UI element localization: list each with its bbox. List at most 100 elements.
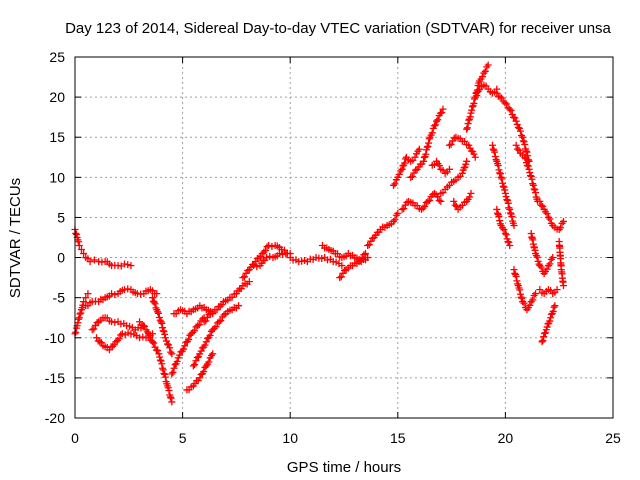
data-point	[510, 221, 518, 229]
data-point	[112, 338, 120, 346]
series-arc-13	[239, 242, 294, 282]
data-point	[255, 254, 263, 262]
data-point	[501, 189, 509, 197]
series-arc-5	[93, 329, 156, 354]
data-point	[245, 278, 253, 286]
data-point	[510, 266, 518, 274]
x-tick-label: 25	[605, 430, 621, 446]
data-point	[458, 169, 466, 177]
series-arc-2	[71, 290, 92, 338]
data-point	[97, 339, 105, 347]
series-arc-36	[536, 197, 568, 233]
data-point	[235, 302, 243, 310]
series-arc-18	[364, 209, 402, 250]
series-arc-14	[250, 250, 290, 271]
data-point	[364, 242, 372, 250]
data-point	[494, 162, 502, 170]
data-point	[193, 354, 201, 362]
data-point	[166, 393, 174, 401]
data-point	[473, 92, 481, 100]
series-arc-25	[450, 189, 475, 213]
data-point	[240, 273, 248, 281]
data-point	[77, 309, 85, 317]
data-point	[156, 356, 164, 364]
data-point	[362, 250, 370, 258]
data-point	[435, 162, 443, 170]
data-point	[525, 165, 533, 173]
data-point	[158, 319, 166, 327]
data-point	[468, 106, 476, 114]
series-arc-7	[148, 294, 176, 358]
data-point	[159, 324, 167, 332]
x-axis-label: GPS time / hours	[287, 459, 401, 476]
data-point	[360, 251, 368, 259]
data-point	[437, 197, 445, 205]
data-point	[159, 327, 167, 335]
data-point	[539, 337, 547, 345]
data-point	[463, 124, 471, 132]
data-point	[139, 321, 147, 329]
y-tick-label: 25	[49, 49, 65, 65]
data-point	[425, 135, 433, 143]
series-arc-1	[71, 225, 135, 270]
data-point	[466, 113, 474, 121]
y-tick-label: 10	[49, 169, 65, 185]
data-point	[438, 109, 446, 117]
data-point	[279, 251, 287, 259]
data-point	[430, 122, 438, 130]
data-point	[365, 241, 373, 249]
data-point	[551, 302, 559, 310]
data-point	[434, 116, 442, 124]
data-point	[497, 173, 505, 181]
data-point	[549, 254, 557, 262]
data-point	[493, 205, 501, 213]
data-point	[557, 224, 565, 232]
data-point	[202, 338, 210, 346]
series-arc-27	[471, 81, 501, 101]
data-point	[465, 116, 473, 124]
data-point	[401, 159, 409, 167]
data-point	[77, 246, 85, 254]
data-point	[527, 172, 535, 180]
data-point	[434, 193, 442, 201]
series-arc-12	[200, 278, 253, 326]
data-point	[76, 310, 84, 318]
data-point	[124, 285, 132, 293]
data-point	[426, 196, 434, 204]
data-point	[205, 358, 213, 366]
series-arc-28	[493, 89, 533, 165]
data-point	[216, 302, 224, 310]
plot-frame	[74, 56, 614, 419]
data-point	[166, 344, 174, 352]
series-arc-21	[407, 105, 447, 181]
data-point	[424, 197, 432, 205]
data-point	[156, 353, 164, 361]
series-arc-37	[555, 238, 568, 290]
series-arc-10	[183, 350, 217, 394]
data-point	[202, 317, 210, 325]
data-point	[239, 274, 247, 282]
data-point	[72, 229, 80, 237]
data-point	[529, 296, 537, 304]
data-point	[391, 216, 399, 224]
data-point	[522, 147, 530, 155]
data-point	[209, 326, 217, 334]
data-point	[75, 315, 83, 323]
data-point	[200, 368, 208, 376]
data-point	[511, 114, 519, 122]
data-point	[506, 105, 514, 113]
data-point	[120, 260, 128, 268]
data-point	[516, 286, 524, 294]
data-point	[412, 166, 420, 174]
data-point	[407, 173, 415, 181]
data-point	[160, 369, 168, 377]
series-arc-35	[538, 302, 559, 346]
data-point	[263, 254, 271, 262]
data-point	[179, 345, 187, 353]
data-point	[464, 120, 472, 128]
data-point	[82, 294, 90, 302]
data-point	[364, 254, 372, 262]
data-point	[522, 155, 530, 163]
series-arc-24	[445, 133, 479, 161]
data-point	[145, 329, 153, 337]
